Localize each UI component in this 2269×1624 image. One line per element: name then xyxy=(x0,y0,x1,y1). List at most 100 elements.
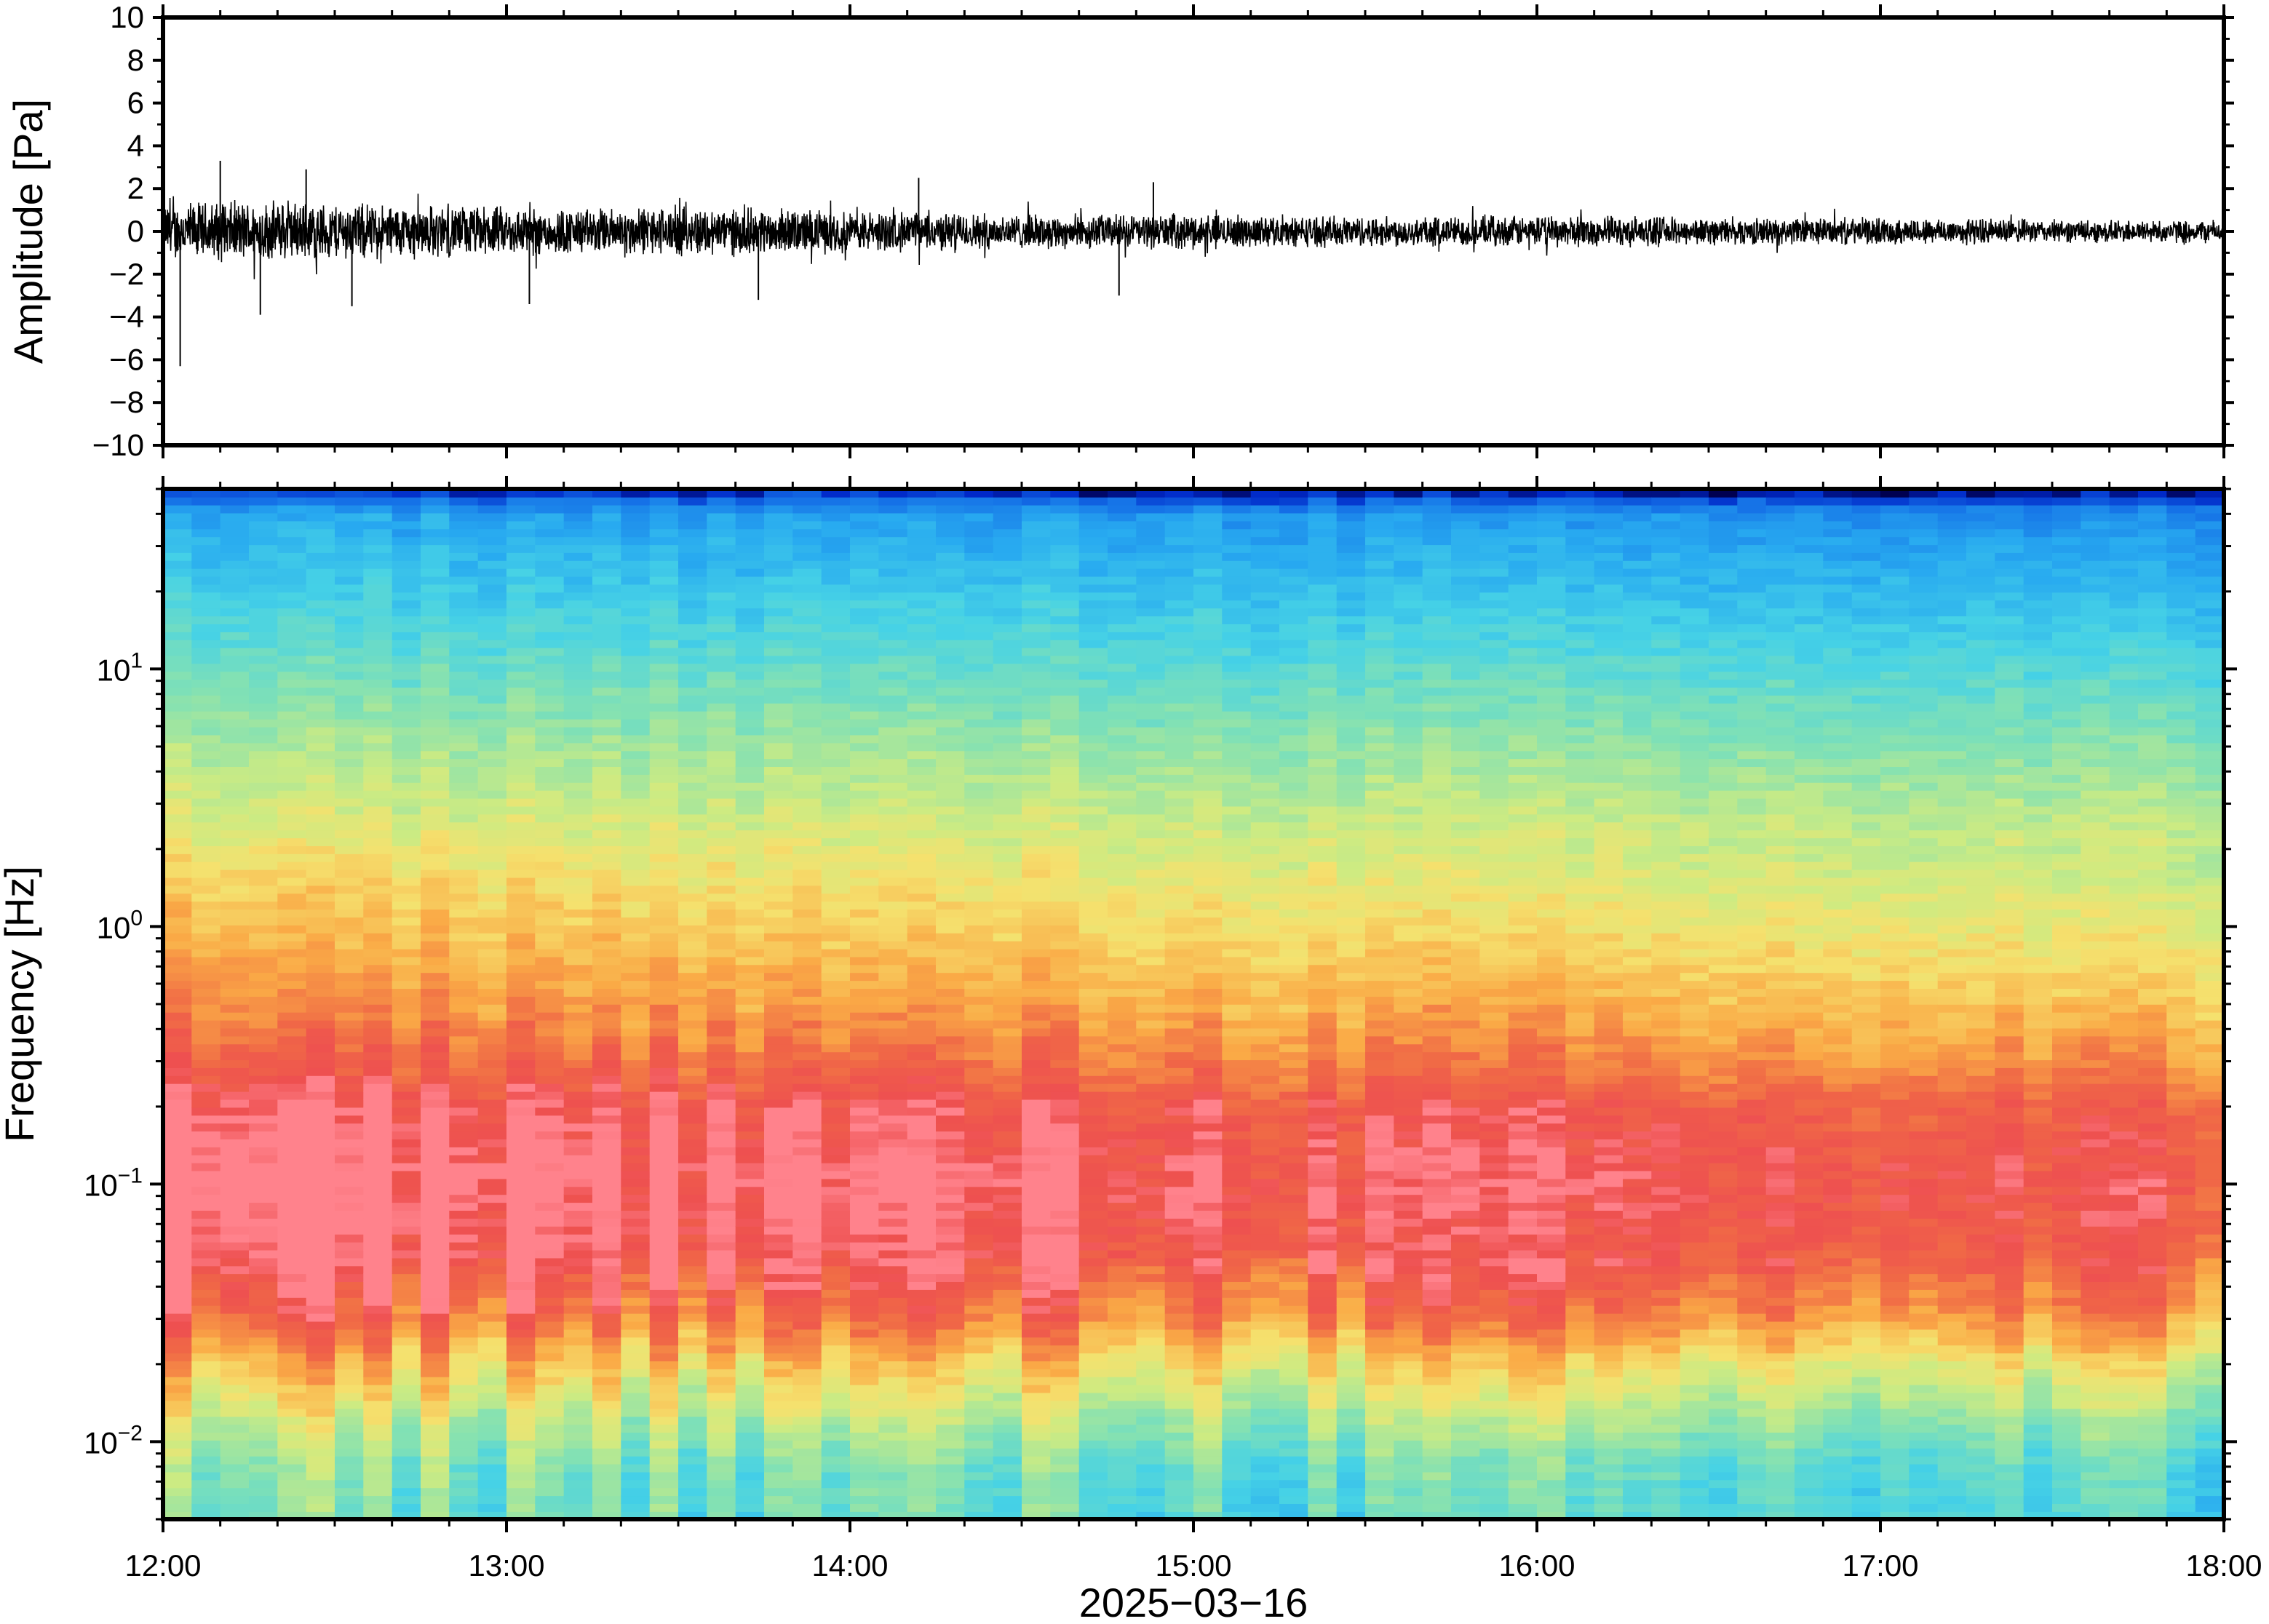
spectrogram-cell xyxy=(563,1440,593,1449)
spectrogram-cell xyxy=(477,1361,507,1369)
spectrogram-cell xyxy=(449,703,479,712)
spectrogram-cell xyxy=(1108,1170,1137,1179)
spectrogram-cell xyxy=(1108,1115,1137,1124)
spectrogram-cell xyxy=(477,877,507,886)
spectrogram-cell xyxy=(1078,893,1108,902)
spectrogram-cell xyxy=(1222,1265,1252,1275)
spectrogram-cell xyxy=(506,805,536,815)
spectrogram-cell xyxy=(392,1218,421,1227)
spectrogram-cell xyxy=(191,1376,221,1385)
spectrogram-cell xyxy=(1136,1011,1166,1021)
spectrogram-cell xyxy=(449,1123,479,1132)
spectrogram-cell xyxy=(993,1392,1022,1401)
spectrogram-cell xyxy=(964,1345,994,1354)
spectrogram-cell xyxy=(993,1194,1022,1203)
spectrogram-cell xyxy=(306,703,335,712)
spectrogram-cell xyxy=(163,909,193,918)
spectrogram-cell xyxy=(249,624,279,632)
spectrogram-cell xyxy=(563,584,593,593)
spectrogram-cell xyxy=(649,1131,679,1139)
spectrogram-cell xyxy=(964,1361,994,1369)
spectrogram-cell xyxy=(163,1210,193,1219)
spectrogram-cell xyxy=(621,758,651,767)
waveform-y-tick-label: 10 xyxy=(110,0,144,34)
spectrogram-cell xyxy=(1136,600,1166,609)
spectrogram-cell xyxy=(936,829,966,839)
spectrogram-cell xyxy=(821,1345,851,1354)
spectrogram-cell xyxy=(907,750,937,760)
spectrogram-cell xyxy=(907,1162,937,1171)
spectrogram-cell xyxy=(1050,1265,1080,1275)
spectrogram-cell xyxy=(363,1369,393,1377)
spectrogram-cell xyxy=(163,1186,193,1195)
spectrogram-cell xyxy=(1022,1432,1052,1441)
spectrogram-cell xyxy=(535,948,565,958)
spectrogram-cell xyxy=(878,909,908,918)
spectrogram-cell xyxy=(392,1035,421,1045)
spectrogram-cell xyxy=(649,1432,679,1441)
spectrogram-cell xyxy=(506,1503,536,1512)
spectrogram-cell xyxy=(335,1392,365,1401)
spectrogram-cell xyxy=(621,1463,651,1473)
spectrogram-cell xyxy=(707,845,736,854)
spectrogram-cell xyxy=(249,1075,279,1084)
spectrogram-cell xyxy=(850,1210,880,1219)
spectrogram-cell xyxy=(850,734,880,744)
spectrogram-cell xyxy=(506,1233,536,1243)
spectrogram-cell xyxy=(621,964,651,974)
spectrogram-cell xyxy=(993,1345,1022,1354)
spectrogram-cell xyxy=(993,948,1022,958)
spectrogram-cell xyxy=(477,901,507,910)
spectrogram-cell xyxy=(735,718,765,728)
spectrogram-cell xyxy=(1078,1305,1108,1314)
spectrogram-cell xyxy=(563,766,593,775)
spectrogram-cell xyxy=(964,1099,994,1108)
spectrogram-cell xyxy=(592,1392,622,1401)
spectrogram-cell xyxy=(592,948,622,958)
spectrogram-cell xyxy=(277,1353,307,1361)
spectrogram-cell xyxy=(764,1289,794,1298)
spectrogram-cell xyxy=(477,861,507,870)
spectrogram-cell xyxy=(735,512,765,522)
spectrogram-cell xyxy=(277,1075,307,1084)
spectrogram-cell xyxy=(936,1281,966,1290)
spectrogram-cell xyxy=(993,1170,1022,1179)
spectrogram-cell xyxy=(964,1448,994,1457)
spectrogram-cell xyxy=(220,520,250,530)
spectrogram-cell xyxy=(535,1019,565,1029)
spectrogram-cell xyxy=(592,512,622,522)
spectrogram-cell xyxy=(1022,1289,1052,1298)
spectrogram-cell xyxy=(191,560,221,569)
spectrogram-cell xyxy=(191,1035,221,1045)
spectrogram-cell xyxy=(649,1369,679,1377)
spectrogram-cell xyxy=(1164,1257,1194,1267)
spectrogram-cell xyxy=(563,782,593,791)
spectrogram-cell xyxy=(335,616,365,624)
spectrogram-cell xyxy=(449,1376,479,1385)
spectrogram-cell xyxy=(249,821,279,831)
spectrogram-cell xyxy=(878,496,908,506)
spectrogram-cell xyxy=(363,1194,393,1203)
spectrogram-cell xyxy=(477,655,507,664)
spectrogram-cell xyxy=(649,647,679,656)
spectrogram-cell xyxy=(421,1059,450,1068)
spectrogram-cell xyxy=(907,1051,937,1061)
spectrogram-cell xyxy=(792,592,822,601)
spectrogram-cell xyxy=(1050,893,1080,902)
spectrogram-cell xyxy=(1193,805,1223,815)
spectrogram-cell xyxy=(163,1511,193,1519)
spectrogram-cell xyxy=(936,1424,966,1433)
spectrogram-cell xyxy=(249,885,279,894)
spectrogram-cell xyxy=(821,504,851,514)
spectrogram-cell xyxy=(1108,964,1137,974)
spectrogram-cell xyxy=(678,1218,708,1227)
spectrogram-cell xyxy=(764,1384,794,1393)
spectrogram-cell xyxy=(1222,1345,1252,1354)
spectrogram-cell xyxy=(506,861,536,870)
spectrogram-cell xyxy=(1164,584,1194,593)
spectrogram-cell xyxy=(764,1400,794,1409)
spectrogram-cell xyxy=(506,1289,536,1298)
spectrogram-cell xyxy=(363,1265,393,1275)
spectrogram-cell xyxy=(277,1233,307,1243)
spectrogram-cell xyxy=(764,917,794,926)
